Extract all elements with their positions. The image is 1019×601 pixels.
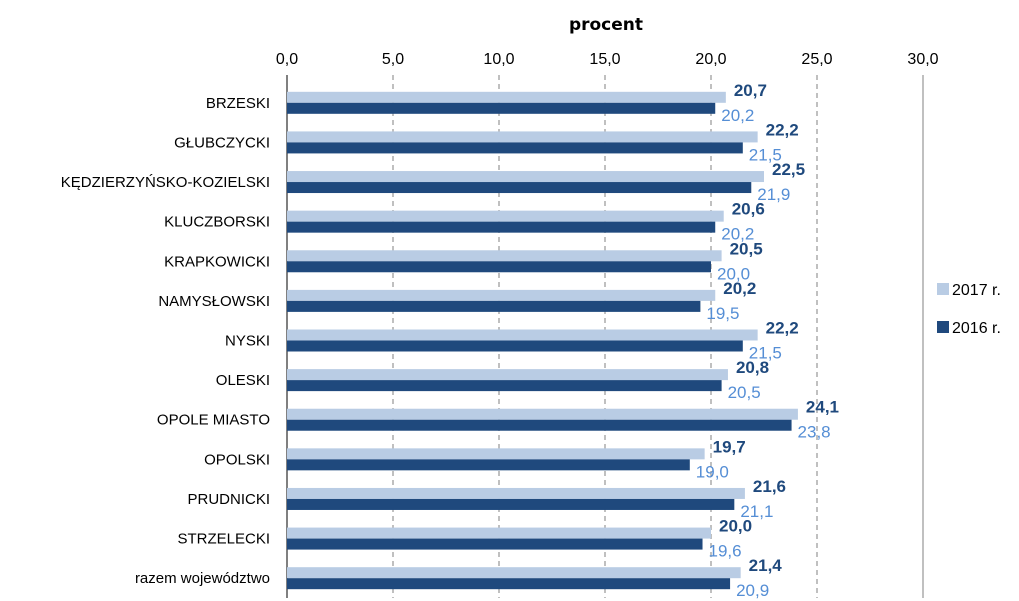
value-label-2017: 20,6 xyxy=(732,200,765,219)
category-label: OPOLSKI xyxy=(204,451,270,468)
bar-2016 xyxy=(287,261,711,273)
category-labels: BRZESKI GŁUBCZYCKI KĘDZIERZYŃSKO-KOZIELSKI… xyxy=(61,95,270,587)
x-tick-label: 0,0 xyxy=(276,51,298,68)
x-axis-ticks: 0,0 5,0 10,0 15,0 20,0 25,0 30,0 xyxy=(276,51,939,68)
category-label: KĘDZIERZYŃSKO-KOZIELSKI xyxy=(61,174,270,191)
bars xyxy=(287,91,798,590)
value-label-2017: 22,2 xyxy=(766,319,799,338)
value-label-2017: 22,5 xyxy=(772,160,805,179)
x-tick-label: 15,0 xyxy=(589,51,620,68)
bar-2016 xyxy=(287,380,722,392)
value-label-2017: 20,8 xyxy=(736,358,769,377)
bar-2016 xyxy=(287,102,716,114)
category-label: OPOLE MIASTO xyxy=(157,412,270,429)
value-label-2016: 20,2 xyxy=(721,225,754,244)
category-label: NAMYSŁOWSKI xyxy=(158,293,270,310)
legend-swatch xyxy=(937,321,949,333)
value-label-2016: 20,0 xyxy=(717,264,750,283)
value-label-2017: 20,2 xyxy=(723,279,756,298)
bar-2017 xyxy=(287,250,722,262)
category-label: STRZELECKI xyxy=(177,531,270,548)
bar-2016 xyxy=(287,182,752,194)
value-label-2017: 20,0 xyxy=(719,517,752,536)
bar-2017 xyxy=(287,289,716,301)
bar-2017 xyxy=(287,567,741,579)
value-label-2016: 20,9 xyxy=(736,581,769,600)
x-tick-label: 10,0 xyxy=(483,51,514,68)
bar-2016 xyxy=(287,300,701,312)
bar-2017 xyxy=(287,91,726,103)
value-label-2017: 21,4 xyxy=(749,556,783,575)
value-label-2017: 22,2 xyxy=(766,120,799,139)
bar-2017 xyxy=(287,131,758,143)
category-label: razem województwo xyxy=(135,570,270,587)
bar-2017 xyxy=(287,329,758,341)
value-label-2016: 20,2 xyxy=(721,106,754,125)
value-label-2016: 20,5 xyxy=(728,383,761,402)
value-labels: 20,720,222,221,522,521,920,620,220,520,0… xyxy=(696,81,839,600)
category-label: PRUDNICKI xyxy=(187,491,270,508)
value-label-2017: 24,1 xyxy=(806,398,839,417)
value-label-2017: 20,7 xyxy=(734,81,767,100)
bar-2017 xyxy=(287,408,798,420)
value-label-2017: 19,7 xyxy=(713,437,746,456)
bar-2017 xyxy=(287,487,745,499)
legend: 2017 r. 2016 r. xyxy=(937,282,1001,337)
category-label: OLESKI xyxy=(216,372,270,389)
bar-2017 xyxy=(287,369,728,381)
value-label-2016: 21,5 xyxy=(749,344,782,363)
legend-label: 2016 r. xyxy=(952,320,1001,337)
bar-2016 xyxy=(287,340,743,352)
bar-2017 xyxy=(287,448,705,460)
value-label-2016: 21,5 xyxy=(749,145,782,164)
category-label: NYSKI xyxy=(225,333,270,350)
bar-2016 xyxy=(287,459,690,471)
bar-2016 xyxy=(287,498,735,510)
bar-2016 xyxy=(287,419,792,431)
x-tick-label: 20,0 xyxy=(695,51,726,68)
bar-2017 xyxy=(287,527,711,539)
x-tick-label: 30,0 xyxy=(907,51,938,68)
value-label-2017: 20,5 xyxy=(730,239,763,258)
value-label-2016: 19,5 xyxy=(706,304,739,323)
value-label-2016: 21,9 xyxy=(757,185,790,204)
value-label-2017: 21,6 xyxy=(753,477,786,496)
value-label-2016: 19,0 xyxy=(696,462,729,481)
value-label-2016: 23,8 xyxy=(798,423,831,442)
bar-2016 xyxy=(287,538,703,550)
category-label: GŁUBCZYCKI xyxy=(174,134,270,151)
bar-2016 xyxy=(287,221,716,233)
x-tick-label: 25,0 xyxy=(801,51,832,68)
value-label-2016: 19,6 xyxy=(709,542,742,561)
bar-2017 xyxy=(287,171,764,183)
legend-swatch xyxy=(937,283,949,295)
x-tick-label: 5,0 xyxy=(382,51,404,68)
value-label-2016: 21,1 xyxy=(740,502,773,521)
category-label: KRAPKOWICKI xyxy=(164,253,270,270)
category-label: KLUCZBORSKI xyxy=(164,214,270,231)
chart-title: procent xyxy=(569,15,643,35)
bar-2017 xyxy=(287,210,724,222)
bar-2016 xyxy=(287,578,731,590)
category-label: BRZESKI xyxy=(206,95,270,112)
legend-label: 2017 r. xyxy=(952,282,1001,299)
bar-2016 xyxy=(287,142,743,154)
